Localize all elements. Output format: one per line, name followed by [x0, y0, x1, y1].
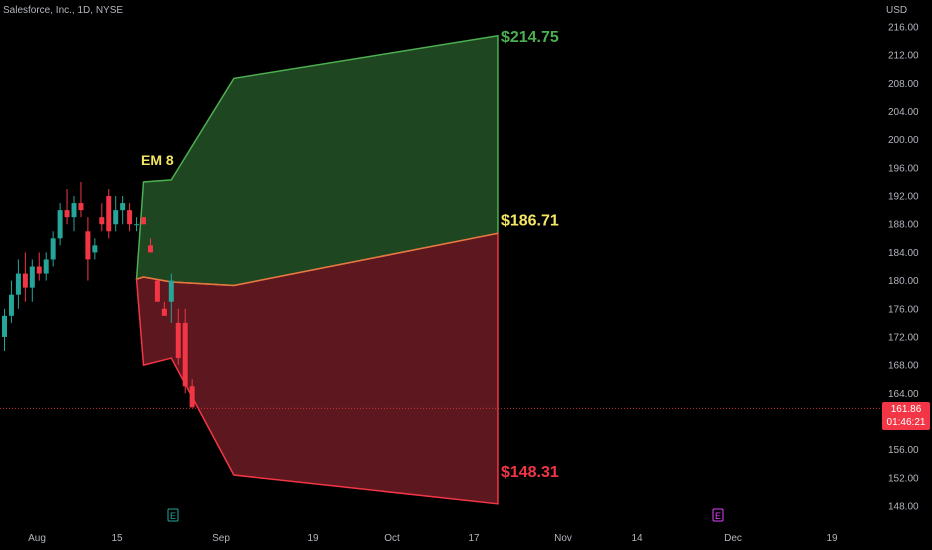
x-tick-label: Nov [554, 533, 572, 544]
candle-body [29, 266, 35, 288]
x-tick-label: 17 [468, 533, 480, 544]
candle-body [120, 203, 126, 211]
candle-body [175, 322, 181, 359]
candle-body [2, 315, 7, 337]
lower-target-label: $148.31 [501, 464, 559, 481]
chart-title: Salesforce, Inc., 1D, NYSE [3, 5, 124, 16]
x-tick-label: Dec [724, 533, 742, 544]
earnings-marker-label: E [715, 511, 721, 521]
y-tick-label: 152.00 [888, 473, 919, 484]
candle-body [182, 322, 188, 387]
candle-body [92, 245, 98, 253]
y-tick-label: 168.00 [888, 361, 919, 372]
candle-body [106, 196, 112, 232]
y-tick-label: 180.00 [888, 276, 919, 287]
candle-body [127, 210, 133, 225]
candle-body [134, 224, 140, 226]
last-price-value: 161.86 [890, 404, 922, 415]
y-tick-label: 216.00 [888, 23, 919, 34]
candle-body [147, 245, 153, 253]
x-tick-label: Aug [28, 533, 46, 544]
candle-body [22, 273, 28, 288]
last-price-tag: 161.86 01:46:21 [882, 402, 930, 430]
y-tick-label: 212.00 [888, 51, 919, 62]
candle-body [36, 266, 42, 274]
candle-body [50, 238, 56, 260]
candle-body [64, 210, 70, 218]
upper-target-label: $214.75 [501, 29, 559, 46]
y-tick-label: 172.00 [888, 332, 919, 343]
candle-body [15, 273, 21, 295]
y-tick-label: 188.00 [888, 220, 919, 231]
x-tick-label: 19 [826, 533, 838, 544]
y-tick-label: 192.00 [888, 192, 919, 203]
em-label: EM 8 [141, 152, 174, 168]
y-tick-label: 208.00 [888, 79, 919, 90]
candle-body [168, 280, 174, 302]
currency-label: USD [886, 5, 908, 16]
x-tick-label: 19 [307, 533, 319, 544]
x-tick-label: Oct [384, 533, 400, 544]
candle-body [8, 294, 14, 316]
x-tick-label: 15 [111, 533, 123, 544]
y-tick-label: 184.00 [888, 248, 919, 259]
y-tick-label: 176.00 [888, 304, 919, 315]
expected-move-zones: $214.75 $186.71 $148.31 EM 8 [135, 29, 559, 505]
y-tick-label: 196.00 [888, 163, 919, 174]
earnings-marker-box [712, 508, 724, 522]
y-tick-label: 204.00 [888, 107, 919, 118]
x-tick-label: 14 [631, 533, 643, 544]
bar-countdown: 01:46:21 [886, 417, 926, 428]
middle-target-label: $186.71 [501, 212, 559, 229]
x-tick-label: Sep [212, 533, 230, 544]
y-tick-label: 200.00 [888, 135, 919, 146]
candle-body [85, 231, 91, 260]
candle-body [99, 217, 105, 225]
candle-body [141, 217, 146, 225]
candle-body [71, 203, 77, 218]
candle-body [57, 210, 63, 239]
candle-body [43, 259, 49, 274]
candle-body [161, 308, 167, 316]
y-tick-label: 164.00 [888, 389, 919, 400]
candle-body [154, 280, 160, 302]
candle-body [78, 203, 84, 211]
y-tick-label: 156.00 [888, 445, 919, 456]
earnings-marker-box [167, 508, 179, 522]
y-tick-label: 148.00 [888, 502, 919, 513]
candle-body [113, 210, 119, 225]
earnings-marker-label: E [170, 511, 176, 521]
candle-body [189, 386, 195, 408]
candlestick-series [2, 181, 195, 408]
